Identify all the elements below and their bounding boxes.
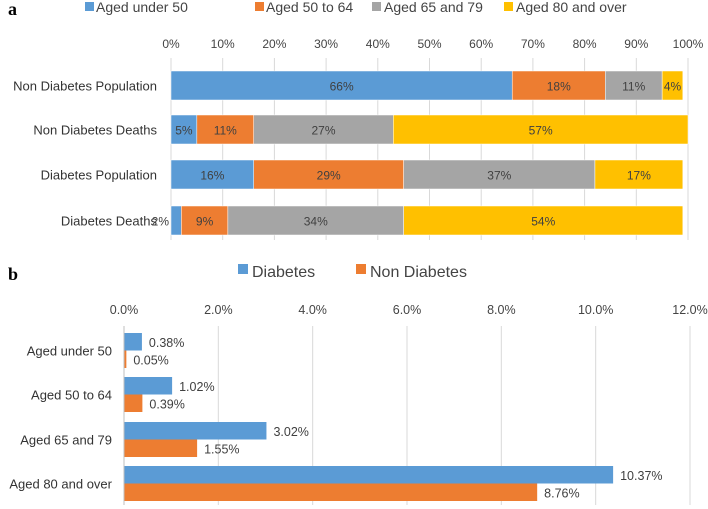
legend-a-label-0: Aged under 50 [96,0,188,15]
tick-a-7: 70% [521,37,545,51]
legend-a-label-3: Aged 80 and over [516,0,627,15]
datalabel-a-1-2: 27% [311,124,335,138]
bar-a-3-2 [227,205,404,236]
category-a-3: Diabetes Deaths [61,214,158,229]
legend-a-swatch-2 [372,2,381,11]
tick-b-4: 8.0% [487,303,516,317]
bar-b-0-0 [124,333,142,351]
legend-b-swatch-0 [238,264,248,274]
tick-b-6: 12.0% [672,303,707,317]
legend-b-swatch-1 [356,264,366,274]
legend-a-label-2: Aged 65 and 79 [384,0,483,15]
bar-a-3-0 [170,205,182,236]
tick-a-9: 90% [624,37,648,51]
panel-b-label: b [8,264,18,284]
tick-a-1: 10% [211,37,235,51]
bar-b-2-0 [124,422,267,440]
category-b-1: Aged 50 to 64 [31,388,112,403]
tick-b-2: 4.0% [298,303,327,317]
bar-b-0-1 [124,350,127,368]
datalabel-a-3-1: 9% [196,215,214,229]
bar-a-1-2 [253,114,394,145]
datalabel-a-0-3: 4% [664,80,682,94]
tick-a-3: 30% [314,37,338,51]
datalabel-a-0-2: 11% [622,80,645,94]
legend-b-label-0: Diabetes [252,264,315,281]
bar-a-0-0 [170,70,513,101]
bar-a-3-1 [181,205,229,236]
datalabel-b-3-1: 8.76% [544,486,579,500]
tick-a-8: 80% [573,37,597,51]
tick-b-3: 6.0% [393,303,422,317]
category-a-0: Non Diabetes Population [13,79,157,94]
category-b-0: Aged under 50 [27,344,112,359]
datalabel-a-2-2: 37% [487,169,511,183]
datalabel-b-0-1: 0.05% [133,353,168,367]
category-b-2: Aged 65 and 79 [20,433,112,448]
legend-a-swatch-0 [85,2,94,11]
tick-a-0: 0% [162,37,180,51]
bar-b-1-1 [124,394,143,412]
datalabel-a-0-1: 18% [547,80,571,94]
tick-b-1: 2.0% [204,303,233,317]
bar-a-2-2 [403,159,596,190]
datalabel-b-1-1: 0.39% [149,397,184,411]
tick-a-2: 20% [262,37,286,51]
legend-a-swatch-3 [504,2,513,11]
datalabel-b-0-0: 0.38% [149,336,184,350]
bar-a-0-3 [661,70,684,101]
bar-a-2-3 [594,159,684,190]
category-a-1: Non Diabetes Deaths [33,123,157,138]
bar-a-1-3 [393,114,689,145]
tick-b-5: 10.0% [578,303,613,317]
datalabel-a-2-3: 17% [627,169,651,183]
bar-a-2-0 [170,159,254,190]
legend-b-label-1: Non Diabetes [370,264,467,281]
datalabel-a-0-0: 66% [330,80,354,94]
bar-a-1-1 [196,114,254,145]
bar-a-0-1 [511,70,606,101]
datalabel-b-2-0: 3.02% [273,425,308,439]
legend-a-label-1: Aged 50 to 64 [266,0,353,15]
bar-b-2-1 [124,439,198,457]
datalabel-b-3-0: 10.37% [620,469,662,483]
bar-a-2-1 [253,159,404,190]
bar-b-3-1 [124,483,538,501]
datalabel-a-1-1: 11% [214,124,237,138]
datalabel-a-3-0: 2% [152,215,170,229]
category-a-2: Diabetes Population [41,168,157,183]
tick-a-10: 100% [673,37,704,51]
legend-a-swatch-1 [255,2,264,11]
tick-a-4: 40% [366,37,390,51]
bar-a-0-2 [605,70,663,101]
tick-a-5: 50% [417,37,441,51]
datalabel-a-2-1: 29% [317,169,341,183]
datalabel-a-3-3: 54% [531,215,555,229]
datalabel-b-2-1: 1.55% [204,442,239,456]
tick-a-6: 60% [469,37,493,51]
bar-a-3-3 [403,205,684,236]
panel-a-label: a [8,0,17,19]
category-b-3: Aged 80 and over [9,477,112,492]
datalabel-a-2-0: 16% [200,169,224,183]
datalabel-a-1-3: 57% [529,124,553,138]
datalabel-b-1-0: 1.02% [179,380,214,394]
tick-b-0: 0.0% [110,303,139,317]
datalabel-a-1-0: 5% [175,124,193,138]
bar-b-3-0 [124,466,614,484]
bar-b-1-0 [124,377,173,395]
datalabel-a-3-2: 34% [304,215,328,229]
